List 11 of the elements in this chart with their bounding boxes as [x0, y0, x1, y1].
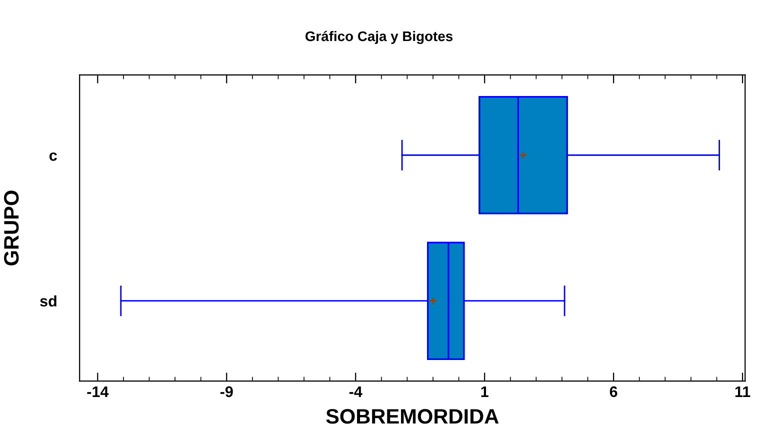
x-axis-title: SOBREMORDIDA — [326, 409, 499, 424]
x-tick-label: 6 — [610, 386, 618, 398]
x-tick-label: 11 — [735, 386, 750, 397]
x-tick-label: -14 — [87, 386, 109, 397]
x-tick-label: -9 — [220, 386, 233, 398]
x-tick-label: -4 — [349, 386, 362, 397]
x-tick-label: 1 — [481, 386, 488, 397]
chart-title: Gráfico Caja y Bigotes — [305, 30, 453, 44]
y-tick-label: c — [49, 152, 57, 161]
y-axis-title: GRUPO — [4, 190, 19, 266]
y-tick-label: sd — [40, 295, 56, 307]
